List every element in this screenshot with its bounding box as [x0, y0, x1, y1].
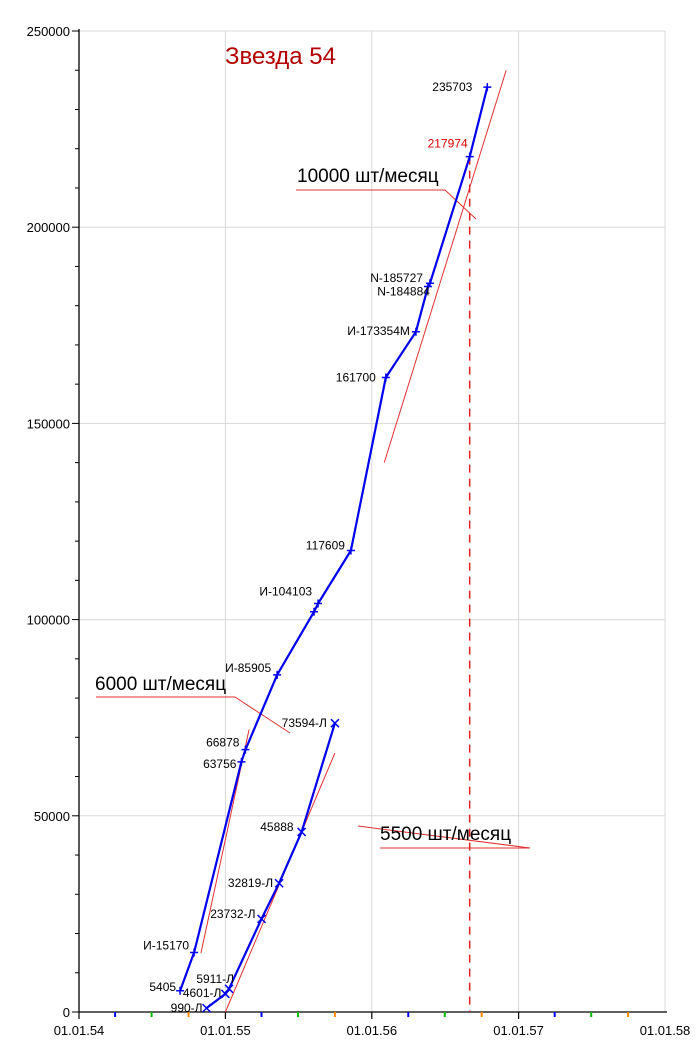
data-point-label: 45888	[260, 820, 294, 834]
data-point-label: 161700	[336, 370, 376, 384]
data-point-label: 990-Л	[171, 1001, 203, 1015]
data-point-marker	[224, 984, 234, 994]
data-point-marker	[274, 878, 284, 888]
data-point-marker	[256, 914, 267, 924]
trend-line	[383, 70, 507, 463]
axes: 0 50000 100000 150000 200000 250000 01.01.54 01…	[27, 24, 691, 1038]
trend-callout-leader	[444, 189, 477, 220]
trend-callout-leader	[234, 696, 291, 734]
data-point-label: И-173354М	[347, 324, 410, 338]
trend-callout-leader	[357, 825, 531, 849]
data-point-label: 66878	[206, 736, 240, 750]
data-point-marker	[381, 373, 390, 382]
data-point-marker	[330, 718, 340, 728]
y-tick-label: 200000	[27, 220, 70, 235]
point-labels: 5405 И-15170 63756 66878 И-85905 И-104103 1176…	[143, 80, 473, 1015]
data-point-marker	[273, 670, 282, 679]
grid	[79, 30, 666, 1012]
data-point-label: 5405	[149, 980, 176, 994]
x-tick-label: 01.01.54	[54, 1023, 105, 1038]
y-tick-label: 0	[63, 1005, 70, 1020]
x-tick-label: 01.01.55	[200, 1023, 251, 1038]
y-tick-label: 50000	[34, 809, 70, 824]
data-point-marker	[297, 827, 307, 837]
chart-title: Звезда 54	[225, 43, 336, 70]
trend-rate-label: 10000 шт/месяц	[297, 166, 439, 187]
trend-rate-label: 5500 шт/месяц	[380, 824, 511, 845]
data-point-label: N-184884	[377, 285, 430, 299]
data-point-label: 23732-Л	[210, 907, 255, 921]
data-point-label: 117609	[306, 539, 345, 553]
data-point-marker	[176, 986, 185, 995]
data-point-marker	[483, 83, 492, 92]
data-point-label: N-185727	[370, 271, 423, 285]
y-tick-label: 150000	[27, 416, 70, 431]
series-lines	[176, 83, 492, 1013]
data-point-marker	[310, 607, 319, 616]
data-point-marker	[425, 279, 434, 288]
data-point-label: 32819-Л	[228, 876, 273, 890]
data-point-label: 235703	[432, 80, 472, 94]
data-point-marker	[202, 1003, 212, 1013]
trend-rate-label: 6000 шт/месяц	[95, 674, 226, 695]
data-point-label: И-15170	[143, 938, 189, 952]
data-point-marker	[411, 327, 420, 336]
data-point-label: И-85905	[225, 661, 271, 675]
data-point-label: И-104103	[259, 584, 312, 598]
x-tick-label: 01.01.56	[346, 1023, 397, 1038]
data-point-label: 217974	[428, 137, 468, 151]
x-tick-label: 01.01.57	[493, 1023, 544, 1038]
data-point-marker	[237, 757, 246, 766]
data-point-marker	[220, 989, 230, 999]
data-point-label: 63756	[203, 757, 237, 771]
data-point-marker	[346, 546, 355, 555]
y-tick-label: 250000	[27, 24, 70, 39]
y-tick-label: 100000	[27, 613, 70, 628]
data-point-label: 73594-Л	[282, 716, 327, 730]
trend-lines: 6000 шт/месяц 10000 шт/месяц 5500 шт/месяц	[95, 70, 531, 1013]
data-point-marker	[314, 599, 323, 608]
data-point-label: 4601-Л	[183, 986, 222, 1000]
data-point-marker	[190, 948, 199, 957]
data-point-marker	[241, 745, 250, 754]
data-point-marker	[465, 152, 474, 161]
x-tick-label: 01.01.58	[640, 1023, 691, 1038]
data-point-label: 5911-Л	[196, 972, 234, 986]
